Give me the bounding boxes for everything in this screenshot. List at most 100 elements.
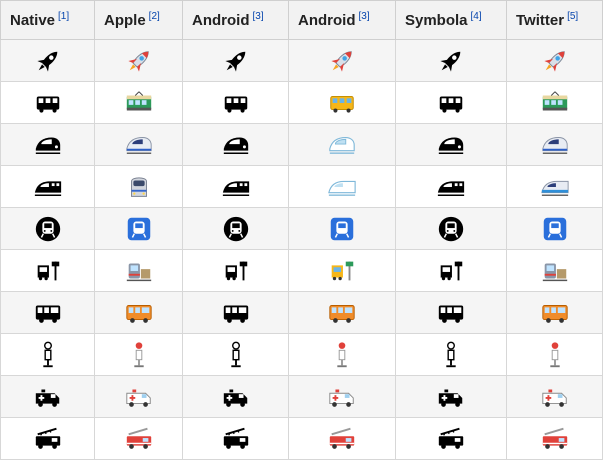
rocket-black-icon	[221, 51, 251, 72]
bus-stop-black-icon	[221, 261, 251, 280]
metro-black-icon	[436, 216, 466, 241]
bullet-train-black-icon	[221, 178, 251, 196]
table-row-bus-stop-sign	[0, 333, 603, 376]
ambulance-black-icon	[221, 388, 251, 407]
emoji-cell	[0, 417, 95, 460]
bus-side-color-icon	[540, 304, 570, 323]
table-row-bullet-train	[0, 165, 603, 208]
tram-car-color-icon	[540, 90, 570, 111]
emoji-cell	[395, 375, 507, 418]
ambulance-color-icon	[540, 388, 570, 407]
column-header-android: Android [3]	[288, 0, 396, 40]
emoji-cell	[288, 291, 396, 334]
bus-side-black-icon	[221, 304, 251, 323]
emoji-cell	[0, 123, 95, 166]
rocket-color-icon	[327, 50, 357, 72]
emoji-cell	[94, 375, 183, 418]
emoji-cell	[288, 417, 396, 460]
emoji-cell	[395, 333, 507, 376]
emoji-cell	[0, 291, 95, 334]
high-speed-train-color-icon	[540, 136, 570, 154]
table-row-rocket	[0, 39, 603, 82]
bullet-train-black-icon	[436, 178, 466, 196]
emoji-cell	[0, 333, 95, 376]
reference-link[interactable]: [3]	[252, 11, 264, 22]
ambulance-black-icon	[436, 388, 466, 407]
emoji-cell	[0, 165, 95, 208]
emoji-cell	[0, 207, 95, 250]
bus-side-color-icon	[124, 304, 154, 323]
tram-car-color-icon	[124, 90, 154, 111]
metro-color-icon	[327, 217, 357, 240]
column-header-android: Android [3]	[182, 0, 289, 40]
stop-sign-color-icon	[540, 341, 570, 367]
stop-sign-black-icon	[221, 341, 251, 367]
emoji-cell	[506, 123, 603, 166]
emoji-cell	[395, 81, 507, 124]
reference-link[interactable]: [3]	[358, 11, 370, 22]
emoji-cell	[94, 39, 183, 82]
header-row: Native [1] Apple [2] Android [3] Android [3] Sym…	[0, 0, 603, 40]
rocket-black-icon	[436, 51, 466, 72]
fire-engine-color-icon	[327, 427, 357, 449]
emoji-cell	[288, 165, 396, 208]
reference-link[interactable]: [4]	[470, 11, 482, 22]
emoji-cell	[182, 165, 289, 208]
metro-black-icon	[221, 216, 251, 241]
emoji-cell	[182, 375, 289, 418]
emoji-cell	[0, 249, 95, 292]
emoji-comparison-table: Native [1] Apple [2] Android [3] Android [3] Sym…	[0, 0, 603, 460]
emoji-cell	[288, 39, 396, 82]
bus-side-color-icon	[327, 304, 357, 323]
fire-engine-black-icon	[221, 427, 251, 449]
emoji-cell	[288, 207, 396, 250]
high-speed-train-color-icon	[124, 136, 154, 154]
emoji-cell	[506, 165, 603, 208]
column-header-native: Native [1]	[0, 0, 95, 40]
emoji-cell	[0, 375, 95, 418]
reference-link[interactable]: [2]	[148, 11, 160, 22]
high-speed-train-black-icon	[436, 136, 466, 154]
reference-link[interactable]: [5]	[567, 11, 579, 22]
emoji-cell	[288, 375, 396, 418]
emoji-cell	[506, 417, 603, 460]
emoji-cell	[94, 249, 183, 292]
emoji-cell	[288, 123, 396, 166]
emoji-cell	[395, 123, 507, 166]
bullet-train-outline-icon	[327, 178, 357, 196]
bus-stop-color-icon	[327, 261, 357, 280]
column-header-apple: Apple [2]	[94, 0, 183, 40]
metro-color-icon	[124, 217, 154, 240]
stop-sign-black-icon	[33, 341, 63, 367]
train-station-color-icon	[540, 262, 570, 281]
table-row-bus-stop-train	[0, 249, 603, 292]
column-header-label: Twitter	[516, 12, 565, 29]
emoji-cell	[395, 249, 507, 292]
stop-sign-color-icon	[327, 341, 357, 367]
column-header-label: Native	[10, 12, 56, 29]
ambulance-color-icon	[124, 388, 154, 407]
table-row-bus-side	[0, 291, 603, 334]
reference-link[interactable]: [1]	[58, 11, 70, 22]
column-header-label: Android	[192, 12, 250, 29]
train-station-color-icon	[124, 262, 154, 281]
rocket-black-icon	[33, 51, 63, 72]
emoji-cell	[182, 39, 289, 82]
emoji-cell	[94, 291, 183, 334]
emoji-cell	[506, 81, 603, 124]
emoji-cell	[182, 333, 289, 376]
emoji-cell	[395, 417, 507, 460]
emoji-cell	[288, 333, 396, 376]
bus-color-icon	[327, 94, 357, 113]
emoji-cell	[94, 81, 183, 124]
emoji-cell	[94, 123, 183, 166]
fire-engine-color-icon	[540, 427, 570, 449]
table-row-metro	[0, 207, 603, 250]
emoji-cell	[288, 249, 396, 292]
column-header-label: Android	[298, 12, 356, 29]
ambulance-color-icon	[327, 388, 357, 407]
emoji-cell	[94, 207, 183, 250]
bus-stop-black-icon	[33, 261, 63, 280]
emoji-cell	[506, 39, 603, 82]
emoji-cell	[395, 291, 507, 334]
